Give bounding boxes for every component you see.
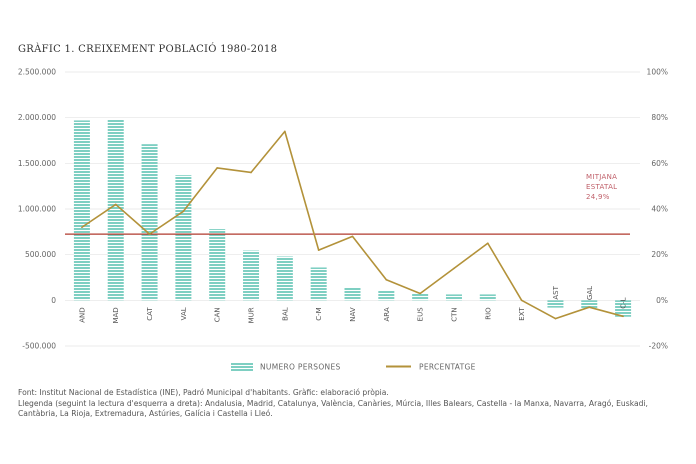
bar-mur [243,250,260,301]
left-tick-label: 2.000.000 [18,113,56,122]
category-label: RIO [484,307,492,320]
category-label: VAL [180,307,188,320]
point-ctn [453,267,455,270]
right-axis: -20% 0% 20% 40% 60% 80% 100% [647,68,668,351]
legend: NUMERO PERSONES PERCENTATGE [231,362,476,372]
chart-title: GRÀFIC 1. CREIXEMENT POBLACIÓ 1980-2018 [18,44,278,55]
point-ara [385,278,388,281]
left-tick-label: 2.500.000 [18,68,56,77]
category-label: MAD [112,307,120,323]
category-label: ARA [383,307,391,321]
legend-swatch-bars [231,362,253,371]
point-ast [554,317,557,320]
reference-label: 24,9% [586,193,610,201]
bar-series [73,119,632,317]
bar-eus [412,293,429,301]
point-val [182,210,185,213]
point-cat [148,233,151,235]
footnote: Font: Institut Nacional de Estadística (… [18,388,684,420]
category-label: BAL [281,307,289,321]
left-tick-label: 500.000 [25,250,56,259]
left-tick-label: -500.000 [22,342,56,351]
bar-val [175,175,192,301]
point-eus [419,292,421,295]
bar-cat [141,144,158,301]
category-label: C-L [620,297,628,308]
category-label: AST [552,285,560,299]
source-note: Font: Institut Nacional de Estadística (… [18,388,389,397]
bar-nav [344,287,361,301]
category-label: GAL [586,286,594,300]
bar-ctn [445,294,462,301]
reference-line-group: MITJANA ESTATAL 24,9% [65,173,630,235]
category-label: CAN [214,307,222,322]
point-gal [588,306,591,308]
right-tick-label: 0% [656,296,668,305]
bar-can [209,229,226,301]
left-tick-label: 0 [51,296,56,305]
point-c-m [317,249,320,251]
category-label: AND [78,307,86,322]
category-label: EXT [518,307,526,321]
category-label: CAT [146,307,154,321]
left-tick-label: 1.000.000 [18,205,56,214]
bar-c-l [615,300,632,317]
bar-mad [107,119,124,301]
point-c-l [622,315,624,318]
point-can [216,167,219,169]
bar-gal [581,300,598,309]
right-tick-label: 80% [651,113,668,122]
point-and [81,226,83,229]
right-tick-label: 20% [651,250,668,259]
category-label: MUR [248,307,256,323]
legend-note: Llegenda (seguint la lectura d'esquerra … [18,398,648,419]
category-label: EUS [417,307,425,322]
category-labels: AND MAD CAT VAL CAN MUR BAL C-M NAV ARA EUS CTN RIO E… [78,285,627,323]
category-label: CTN [450,307,458,321]
bar-and [73,120,90,301]
legend-label-line: PERCENTATGE [419,363,476,372]
category-label: C-M [315,307,323,320]
point-mur [250,171,252,174]
bar-rio [479,294,496,301]
right-tick-label: 40% [651,205,668,214]
bar-c-m [310,267,327,301]
point-nav [351,235,354,238]
bar-bal [276,256,293,301]
right-tick-label: -20% [649,342,668,351]
bar-ast [547,300,564,308]
point-rio [486,242,489,245]
left-axis: -500.000 0 500.000 1.000.000 1.500.000 2.000.… [18,68,56,351]
right-tick-label: 100% [647,68,668,77]
left-tick-label: 1.500.000 [18,159,56,168]
line-series [81,130,624,320]
point-mad [114,203,117,206]
point-ext [520,299,523,302]
bar-ara [378,290,395,301]
gridlines [65,71,640,347]
reference-label: MITJANA [586,173,617,181]
legend-label-bars: NUMERO PERSONES [260,363,341,372]
point-bal [284,130,286,133]
reference-label: ESTATAL [586,183,617,191]
right-tick-label: 60% [651,159,668,168]
category-label: NAV [349,307,357,322]
